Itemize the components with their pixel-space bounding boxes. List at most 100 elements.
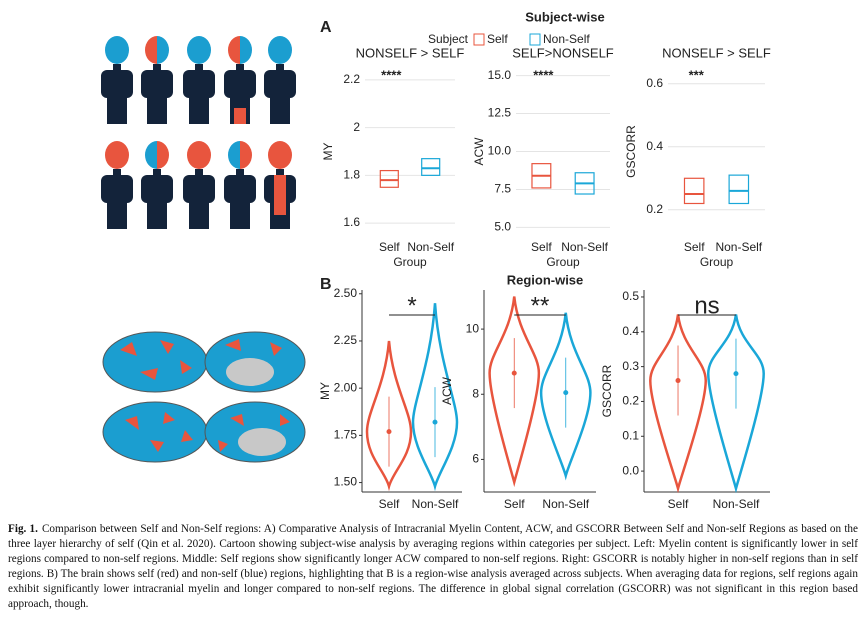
neck (113, 64, 121, 70)
y-tick-label: 10 (466, 321, 480, 335)
y-tick-label: 1.6 (343, 215, 360, 229)
head-left (228, 36, 240, 64)
y-axis-label: GSCORR (624, 125, 638, 178)
legend-label: Non-Self (543, 32, 590, 46)
panel-label: A (320, 19, 332, 36)
legs (107, 96, 127, 124)
box (421, 158, 441, 176)
violin (411, 303, 459, 492)
significance: ns (694, 292, 719, 319)
head-right (280, 141, 292, 169)
body (183, 175, 215, 203)
legs (107, 201, 127, 229)
x-tick-label: Self (531, 240, 552, 254)
panel-title: Region-wise (507, 272, 584, 287)
caption-text: Comparison between Self and Non-Self reg… (8, 523, 858, 610)
body (101, 70, 133, 98)
neck (236, 64, 244, 70)
neck (153, 169, 161, 175)
head-left (187, 36, 199, 64)
x-tick-label: Self (379, 497, 400, 511)
y-axis-label: GSCORR (600, 364, 614, 417)
head-right (157, 36, 169, 64)
y-axis-label: ACW (472, 137, 486, 166)
figure: A Subject-wise Subject Self Non-Self B Re… (101, 9, 771, 511)
mean-point (563, 390, 569, 396)
legend-label: Self (487, 32, 508, 46)
x-tick-label: Self (684, 240, 705, 254)
y-tick-label: 1.8 (343, 168, 360, 182)
x-axis-label: Group (700, 255, 734, 269)
plot-bg (365, 68, 455, 235)
y-tick-label: 12.5 (488, 106, 512, 120)
y-tick-label: 2.25 (334, 333, 358, 347)
significance: **** (533, 67, 554, 82)
violin (707, 314, 765, 494)
head-left (105, 141, 117, 169)
body (141, 70, 173, 98)
mean-point (511, 370, 517, 376)
legs (189, 201, 209, 229)
significance: ** (531, 292, 550, 319)
head-right (199, 141, 211, 169)
x-tick-label: Non-Self (561, 240, 608, 254)
x-tick-label: Self (668, 497, 689, 511)
legend-swatch (473, 33, 485, 46)
y-tick-label: 0.4 (622, 324, 639, 338)
x-tick-label: Non-Self (407, 240, 454, 254)
y-tick-label: 0.6 (646, 76, 663, 90)
y-tick-label: 7.5 (494, 182, 511, 196)
mean-point (733, 371, 739, 377)
y-tick-label: 2 (353, 120, 360, 134)
y-tick-label: 8 (472, 386, 479, 400)
x-tick-label: Non-Self (542, 497, 589, 511)
y-tick-label: 1.50 (334, 475, 358, 489)
mean-point (675, 378, 681, 384)
y-tick-label: 0.0 (622, 463, 639, 477)
neck (276, 64, 284, 70)
x-tick-label: Non-Self (713, 497, 760, 511)
x-tick-label: Self (504, 497, 525, 511)
y-tick-label: 2.2 (343, 72, 360, 86)
head-left (268, 141, 280, 169)
head-right (117, 36, 129, 64)
head-left (145, 36, 157, 64)
y-tick-label: 2.50 (334, 286, 358, 300)
legend-title: Subject (428, 32, 469, 46)
y-tick-label: 6 (472, 452, 479, 466)
y-tick-label: 0.2 (622, 394, 639, 408)
cartoon-people (101, 36, 296, 229)
mean-point (432, 419, 438, 425)
body (224, 70, 256, 98)
head-right (240, 36, 252, 64)
head-right (117, 141, 129, 169)
subplot-title: NONSELF > SELF (662, 45, 771, 60)
x-tick-label: Non-Self (715, 240, 762, 254)
legs (230, 201, 250, 229)
significance: **** (381, 67, 402, 82)
head-left (187, 141, 199, 169)
y-tick-label: 10.0 (488, 144, 512, 158)
y-tick-label: 1.75 (334, 428, 358, 442)
legs (270, 96, 290, 124)
neck (153, 64, 161, 70)
y-tick-label: 0.3 (622, 359, 639, 373)
y-tick-label: 2.00 (334, 380, 358, 394)
self-region (274, 175, 286, 215)
mean-point (386, 429, 392, 435)
brain-maps (102, 331, 306, 463)
head-left (105, 36, 117, 64)
box (728, 174, 750, 205)
neck (195, 64, 203, 70)
head-left (145, 141, 157, 169)
x-tick-label: Self (379, 240, 400, 254)
legs (147, 201, 167, 229)
y-tick-label: 0.1 (622, 428, 639, 442)
plot-bg (668, 68, 765, 235)
body (264, 70, 296, 98)
x-axis-label: Group (546, 255, 580, 269)
x-tick-label: Non-Self (412, 497, 459, 511)
head-right (199, 36, 211, 64)
x-axis-label: Group (393, 255, 427, 269)
head-right (280, 36, 292, 64)
